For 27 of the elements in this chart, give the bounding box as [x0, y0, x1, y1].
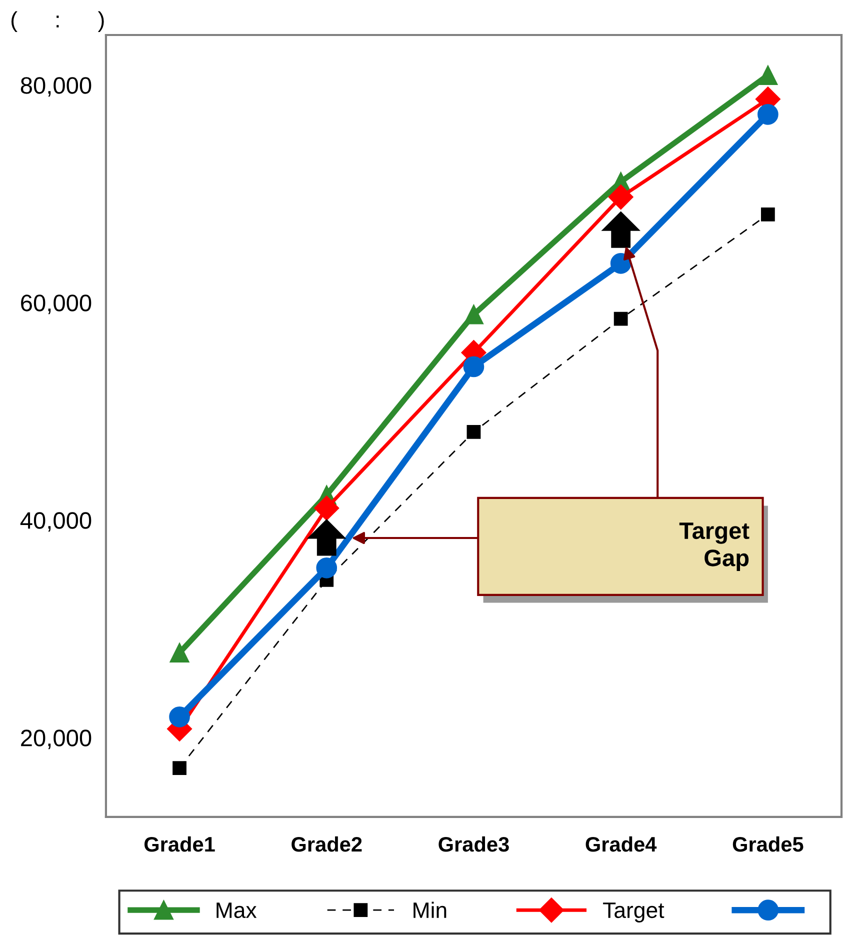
x-tick-label: Grade4: [586, 836, 657, 852]
x-tick-label: Grade2: [292, 836, 362, 852]
legend-label: Min: [414, 902, 446, 918]
point: [466, 425, 481, 439]
y-tick-label: 40,000: [20, 512, 92, 532]
x-tick-label: Grade5: [732, 836, 804, 852]
y-tick-label: 80,000: [20, 77, 92, 97]
legend-label: Target: [603, 902, 664, 922]
point: [758, 66, 778, 85]
point: [172, 761, 186, 775]
point: [463, 356, 484, 378]
point: [316, 558, 338, 578]
y-tick-label: 20,000: [21, 730, 92, 750]
point: [614, 312, 628, 326]
point: [170, 643, 190, 662]
y-tick-label: 60,000: [21, 294, 92, 314]
point: [608, 184, 634, 210]
point: [464, 304, 484, 324]
point: [760, 208, 775, 222]
legend-label: Max: [216, 902, 257, 918]
point: [169, 706, 190, 728]
x-tick-label: Grade1: [144, 836, 215, 852]
x-tick-label: Grade3: [438, 836, 509, 852]
annotation: Target Gap: [679, 522, 750, 571]
point: [758, 104, 778, 125]
text: ( : ): [11, 11, 104, 32]
point: [314, 496, 340, 521]
